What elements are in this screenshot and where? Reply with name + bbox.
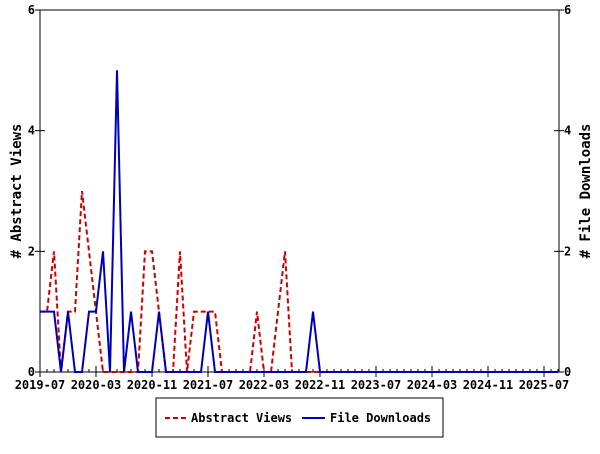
x-tick-label: 2025-07 bbox=[519, 378, 570, 392]
y-tick-label-left: 4 bbox=[28, 124, 35, 138]
y-tick-label-right: 4 bbox=[564, 124, 571, 138]
x-tick-label: 2023-07 bbox=[351, 378, 402, 392]
x-tick-label: 2020-03 bbox=[71, 378, 122, 392]
x-tick-label: 2024-03 bbox=[407, 378, 458, 392]
x-tick-label: 2021-07 bbox=[183, 378, 234, 392]
x-tick-label: 2022-03 bbox=[239, 378, 290, 392]
y-axis-label-right: # File Downloads bbox=[578, 124, 594, 259]
y-axis-label-left: # Abstract Views bbox=[9, 124, 25, 259]
legend-label-file-downloads: File Downloads bbox=[330, 411, 431, 425]
x-tick-label: 2022-11 bbox=[295, 378, 346, 392]
series-line-file-downloads bbox=[40, 70, 558, 372]
y-tick-label-left: 2 bbox=[28, 244, 35, 258]
y-tick-label-right: 0 bbox=[564, 365, 571, 379]
legend-label-abstract-views: Abstract Views bbox=[191, 411, 292, 425]
plot-frame bbox=[40, 10, 559, 372]
y-tick-label-left: 0 bbox=[28, 365, 35, 379]
y-tick-label-right: 2 bbox=[564, 244, 571, 258]
series-line-abstract-views bbox=[40, 191, 558, 372]
x-tick-label: 2019-07 bbox=[15, 378, 66, 392]
x-tick-label: 2020-11 bbox=[127, 378, 178, 392]
x-tick-label: 2024-11 bbox=[463, 378, 514, 392]
y-tick-label-left: 6 bbox=[28, 3, 35, 17]
legend: Abstract Views File Downloads bbox=[156, 398, 443, 437]
y-tick-label-right: 6 bbox=[564, 3, 571, 17]
